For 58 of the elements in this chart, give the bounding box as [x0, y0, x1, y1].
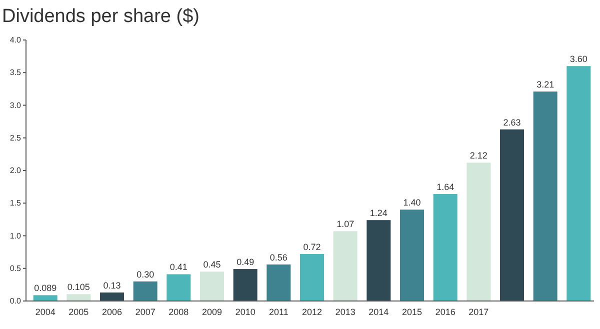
bar	[200, 272, 224, 301]
x-tick-label: 2010	[235, 307, 256, 317]
data-label: 2.63	[503, 117, 521, 128]
bar	[333, 231, 358, 301]
x-tick-label: 2009	[202, 307, 222, 317]
data-label: 1.40	[403, 198, 421, 208]
x-tick-label: 2017	[468, 307, 489, 317]
data-label: 0.105	[67, 282, 90, 292]
data-label: 0.56	[270, 252, 288, 262]
x-tick-label: 2013	[335, 307, 356, 317]
bar	[166, 274, 191, 301]
bar	[233, 269, 258, 301]
data-label: 3.21	[536, 80, 554, 90]
x-tick-label: 2005	[68, 307, 89, 317]
bar	[100, 292, 124, 301]
y-tick-label: 1.0	[10, 231, 22, 240]
x-tick-label: 2016	[435, 307, 456, 317]
bar	[466, 162, 491, 301]
data-label: 1.07	[336, 219, 354, 230]
data-label: 3.60	[570, 54, 588, 64]
bar	[300, 254, 324, 301]
bar	[66, 294, 91, 301]
bar	[500, 129, 524, 301]
data-label: 0.13	[103, 280, 121, 291]
bar	[133, 281, 158, 301]
y-tick-label: 1.5	[10, 198, 22, 208]
data-label: 0.30	[136, 269, 154, 280]
data-label: 0.41	[170, 262, 188, 272]
bar	[533, 92, 558, 301]
x-tick-label: 2004	[35, 307, 56, 317]
y-tick-label: 3.0	[10, 100, 22, 110]
data-label: 0.72	[303, 242, 321, 252]
x-tick-label: 2014	[368, 307, 389, 317]
y-tick-label: 2.0	[10, 166, 22, 176]
x-tick-label: 2012	[302, 307, 322, 317]
data-label: 2.12	[470, 150, 488, 161]
y-tick-label: 0.5	[10, 264, 22, 273]
bar	[266, 264, 291, 301]
y-tick-label: 2.5	[10, 133, 22, 142]
data-label: 0.49	[236, 257, 254, 268]
y-tick-label: 0.0	[10, 296, 22, 306]
data-label: 0.45	[203, 260, 221, 270]
x-tick-label: 2007	[135, 307, 156, 317]
bar	[433, 194, 458, 301]
data-label: 1.24	[370, 208, 388, 218]
x-tick-label: 2015	[402, 307, 422, 317]
chart-title: Dividends per share ($)	[2, 6, 200, 27]
data-label: 1.64	[436, 182, 454, 192]
bar	[366, 220, 391, 301]
bar	[400, 210, 424, 301]
x-tick-label: 2011	[268, 307, 288, 317]
y-tick-label: 3.5	[10, 68, 22, 78]
bar	[566, 66, 591, 301]
data-label: 0.089	[34, 283, 57, 294]
bar	[33, 295, 58, 301]
x-tick-label: 2006	[102, 307, 122, 317]
x-tick-label: 2008	[168, 307, 189, 317]
y-tick-label: 4.0	[10, 36, 22, 45]
